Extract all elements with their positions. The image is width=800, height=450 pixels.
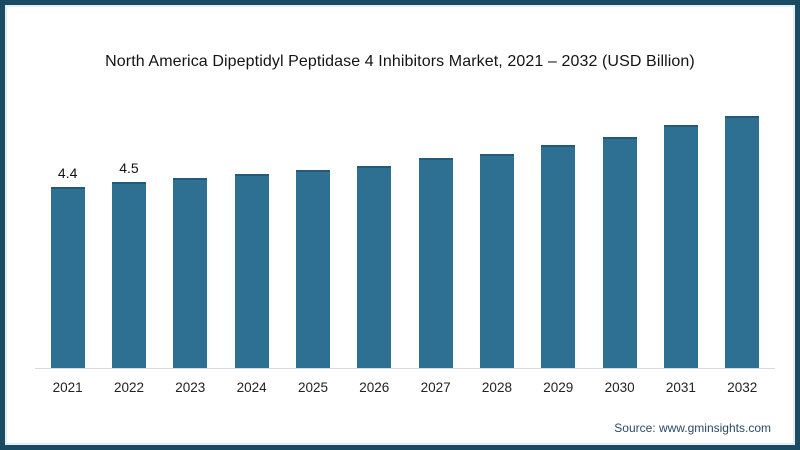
bar-2021 xyxy=(50,186,85,368)
x-axis-tick-label: 2022 xyxy=(113,380,144,395)
x-axis-line xyxy=(35,368,775,369)
bar-value-label: 4.5 xyxy=(119,160,139,177)
bar-column-2027: 2027 xyxy=(405,88,466,394)
bar-column-2030: 2030 xyxy=(589,88,650,394)
x-axis-tick-label: 2030 xyxy=(604,380,635,395)
bar-2030 xyxy=(602,137,637,368)
bar-column-2029: 2029 xyxy=(528,88,589,394)
bar-column-2032: 2032 xyxy=(712,88,773,394)
x-axis-tick-label: 2031 xyxy=(665,380,696,395)
bar-2027 xyxy=(418,157,453,368)
x-axis-tick-label: 2021 xyxy=(52,380,83,395)
bar-2023 xyxy=(173,178,208,368)
x-axis-tick-label: 2026 xyxy=(359,380,390,395)
x-axis-tick-label: 2029 xyxy=(543,380,574,395)
bar-2032 xyxy=(725,116,760,368)
bar-2029 xyxy=(541,145,576,368)
bar-value-label: 4.4 xyxy=(57,164,78,181)
bar-column-2026: 2026 xyxy=(344,88,405,394)
bar-column-2028: 2028 xyxy=(466,88,527,394)
bar-column-2024: 2024 xyxy=(221,88,282,394)
bar-column-2021: 4.4 2021 xyxy=(37,88,98,394)
x-axis-tick-label: 2025 xyxy=(297,380,328,395)
chart-title: North America Dipeptidyl Peptidase 4 Inh… xyxy=(105,53,695,70)
bar-2022 xyxy=(111,182,146,368)
bar-2028 xyxy=(479,153,514,368)
bar-chart-plot-area: 4.4 2021 4.5 2022 2023 2024 2025 2026 2027 2028 20… xyxy=(35,88,775,394)
bar-column-2025: 2025 xyxy=(282,88,343,394)
source-attribution: Source: www.gminsights.com xyxy=(614,421,771,435)
x-axis-tick-label: 2032 xyxy=(727,380,758,395)
bar-2025 xyxy=(295,170,330,368)
bar-column-2023: 2023 xyxy=(160,88,221,394)
bar-2031 xyxy=(663,124,698,368)
x-axis-tick-label: 2024 xyxy=(236,380,267,395)
x-axis-tick-label: 2023 xyxy=(175,380,206,395)
bar-2024 xyxy=(234,174,269,368)
x-axis-tick-label: 2028 xyxy=(481,380,512,395)
bar-series: 4.4 2021 4.5 2022 2023 2024 2025 2026 2027 2028 20… xyxy=(37,88,773,394)
bar-column-2031: 2031 xyxy=(650,88,711,394)
x-axis-tick-label: 2027 xyxy=(420,380,451,395)
bar-2026 xyxy=(357,165,392,368)
bar-column-2022: 4.5 2022 xyxy=(98,88,159,394)
